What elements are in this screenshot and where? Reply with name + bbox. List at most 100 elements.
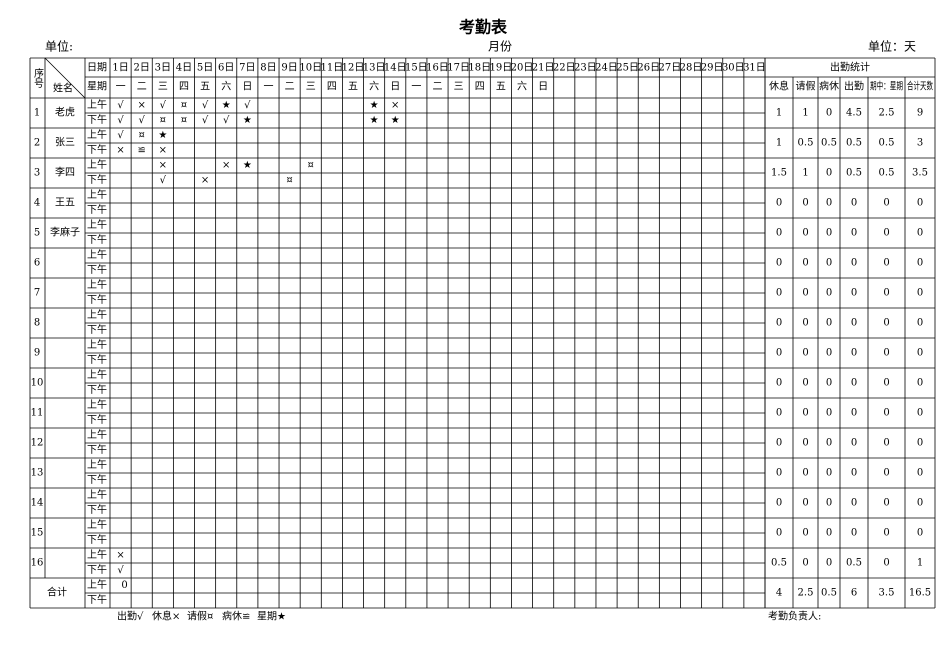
attendance-mark: ★ <box>243 160 252 171</box>
stats-value: 0 <box>851 378 857 389</box>
day-header: 6日 <box>218 63 234 74</box>
attendance-mark: ¤ <box>139 130 145 141</box>
am-label: 上午 <box>87 98 107 111</box>
am-label: 上午 <box>87 128 107 141</box>
weekday: 二 <box>433 82 443 93</box>
day-header: 31日 <box>743 63 766 74</box>
seq-cell: 3 <box>34 168 40 179</box>
stats-value: 0 <box>802 318 808 329</box>
attendance-mark: ¤ <box>286 175 292 186</box>
day-header: 16日 <box>426 63 449 74</box>
stats-value: 2.5 <box>798 588 814 599</box>
stats-value: 0 <box>883 348 889 359</box>
stats-value: 0 <box>826 108 832 119</box>
stats-value: 0 <box>826 198 832 209</box>
stats-value: 0 <box>917 288 923 299</box>
stats-value: 0 <box>851 288 857 299</box>
stats-value: 0 <box>851 468 857 479</box>
pm-label: 下午 <box>87 503 107 516</box>
stats-value: 1 <box>776 138 782 149</box>
stats-value: 0 <box>917 258 923 269</box>
weekday: 一 <box>411 82 421 93</box>
day-header: 12日 <box>342 63 365 74</box>
legend-symbol: ≌ <box>242 612 250 623</box>
stats-value: 0 <box>826 378 832 389</box>
pm-label: 下午 <box>87 233 107 246</box>
attendance-mark: √ <box>202 100 209 111</box>
stats-value: 0 <box>802 468 808 479</box>
am-label: 上午 <box>87 578 107 591</box>
weekday: 四 <box>327 82 337 93</box>
month-label: 月份 <box>488 40 512 54</box>
day-header: 21日 <box>532 63 555 74</box>
stats-value: 6 <box>851 588 857 599</box>
am-label: 上午 <box>87 158 107 171</box>
attendance-mark: ★ <box>222 100 231 111</box>
day-header: 20日 <box>511 63 534 74</box>
day-header: 27日 <box>659 63 682 74</box>
stats-header: 病休 <box>819 80 839 93</box>
am-label: 上午 <box>87 248 107 261</box>
stats-value: 16.5 <box>909 588 931 599</box>
stats-value: 1 <box>802 108 808 119</box>
stats-value: 0 <box>917 198 923 209</box>
header-diagonal <box>44 57 86 99</box>
weekday: 五 <box>348 82 358 93</box>
stats-value: 0 <box>826 498 832 509</box>
seq-cell: 5 <box>34 228 40 239</box>
stats-value: 0 <box>917 438 923 449</box>
stats-value: 0 <box>883 438 889 449</box>
stats-value: 2.5 <box>879 108 895 119</box>
day-header: 23日 <box>574 63 597 74</box>
stats-value: 0 <box>826 408 832 419</box>
stats-value: 0 <box>883 288 889 299</box>
stats-value: 0 <box>917 378 923 389</box>
name-cell: 李四 <box>55 166 75 179</box>
am-label: 上午 <box>87 368 107 381</box>
weekday: 日 <box>242 82 252 93</box>
attendance-mark: × <box>116 550 124 561</box>
legend-label: 病休 <box>222 610 242 623</box>
stats-value: 0 <box>917 528 923 539</box>
pm-label: 下午 <box>87 533 107 546</box>
weekday: 二 <box>285 82 295 93</box>
weekday: 一 <box>263 82 273 93</box>
weekday: 六 <box>369 81 379 93</box>
attendance-mark: ¤ <box>308 160 314 171</box>
attendance-mark: √ <box>117 130 124 141</box>
stats-value: 0.5 <box>821 588 837 599</box>
stats-header: 出勤 <box>844 80 864 93</box>
attendance-mark: × <box>201 175 209 186</box>
attendance-mark: ¤ <box>181 115 187 126</box>
am-label: 上午 <box>87 518 107 531</box>
stats-value: 0 <box>826 528 832 539</box>
stats-value: 0 <box>851 498 857 509</box>
weekday: 日 <box>538 82 548 93</box>
stats-value: 0 <box>802 528 808 539</box>
seq-cell: 14 <box>31 498 44 509</box>
day-header: 28日 <box>680 63 703 74</box>
week-header: 星期 <box>87 81 107 93</box>
stats-value: 0.5 <box>846 168 862 179</box>
stats-value: 0 <box>802 378 808 389</box>
day-header: 24日 <box>595 63 618 74</box>
pm-label: 下午 <box>87 353 107 366</box>
seq-cell: 8 <box>34 318 40 329</box>
am-label: 上午 <box>87 278 107 291</box>
stats-value: 0 <box>851 228 857 239</box>
pm-label: 下午 <box>87 563 107 576</box>
stats-value: 0 <box>826 228 832 239</box>
am-label: 上午 <box>87 488 107 501</box>
seq-cell: 16 <box>31 558 44 569</box>
stats-value: 0 <box>776 528 782 539</box>
day-header: 17日 <box>447 63 470 74</box>
day-header: 3日 <box>155 63 171 74</box>
seq-cell: 10 <box>31 378 44 389</box>
weekday: 五 <box>200 82 210 93</box>
pm-label: 下午 <box>87 143 107 156</box>
am-label: 上午 <box>87 398 107 411</box>
attendance-mark: √ <box>160 100 167 111</box>
stats-value: 0.5 <box>798 138 814 149</box>
am-label: 上午 <box>87 188 107 201</box>
